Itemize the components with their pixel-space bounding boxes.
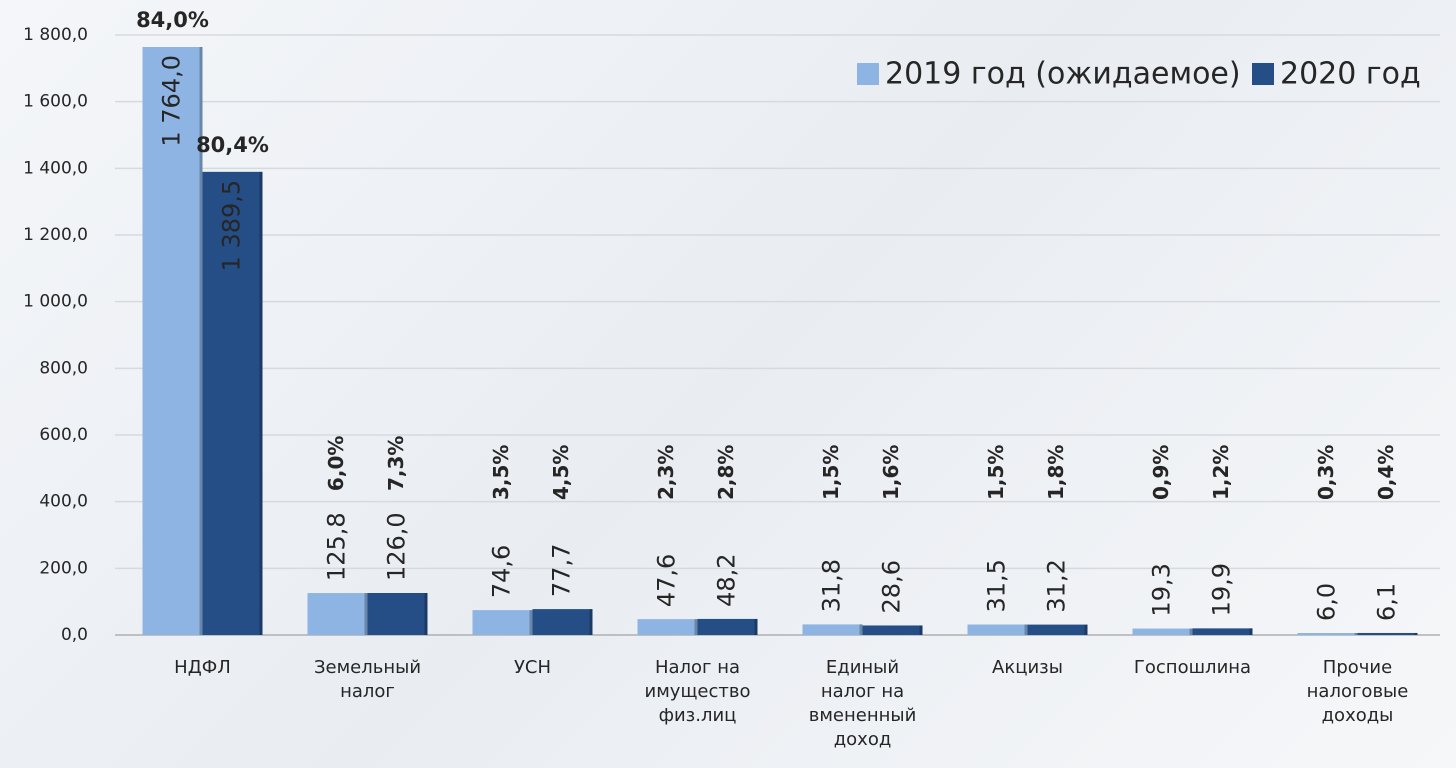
bar	[472, 610, 533, 635]
value-label: 74,6	[488, 545, 516, 598]
value-label: 1 764,0	[158, 55, 186, 147]
x-tick-label: доход	[834, 729, 892, 750]
share-label: 3,5%	[489, 445, 513, 500]
bar-edge	[1084, 624, 1088, 635]
value-label: 126,0	[383, 512, 411, 581]
bar	[367, 593, 428, 635]
value-label: 19,3	[1148, 563, 1176, 616]
bar-edge	[259, 171, 263, 636]
share-label: 1,5%	[819, 445, 843, 500]
bar-edge	[1189, 628, 1193, 635]
value-label: 31,8	[818, 559, 846, 612]
x-tick-label: налог на	[821, 681, 904, 702]
y-tick-label: 800,0	[39, 358, 88, 378]
share-label: 80,4%	[196, 133, 269, 157]
x-tick-label: вмененный	[809, 705, 917, 726]
y-tick-label: 1 200,0	[23, 225, 88, 245]
share-label: 7,3%	[384, 436, 408, 491]
share-label: 6,0%	[324, 436, 348, 491]
y-tick-label: 1 000,0	[23, 292, 88, 312]
bar-edge	[364, 593, 368, 635]
share-label: 1,2%	[1209, 445, 1233, 500]
share-label: 0,4%	[1374, 445, 1398, 500]
bar-edge	[589, 609, 593, 635]
x-tick-label: имущество	[645, 681, 751, 702]
bar-edge	[694, 619, 698, 635]
share-label: 0,9%	[1149, 445, 1173, 500]
value-label: 19,9	[1208, 563, 1236, 616]
bar	[967, 624, 1028, 635]
x-tick-label: налоговые	[1307, 681, 1409, 702]
legend-swatch	[857, 63, 879, 85]
value-label: 1 389,5	[218, 180, 246, 272]
x-tick-label: Госпошлина	[1134, 657, 1251, 678]
bar	[142, 47, 203, 635]
legend-label: 2019 год (ожидаемое)	[885, 57, 1241, 92]
bar-edge	[529, 610, 533, 635]
x-tick-label: налог	[340, 681, 395, 702]
bar	[802, 624, 863, 635]
bar	[307, 593, 368, 635]
bar-edge	[1249, 628, 1253, 635]
x-tick-label: физ.лиц	[659, 705, 737, 726]
bar	[532, 609, 593, 635]
bar-edge	[919, 625, 923, 635]
y-tick-label: 600,0	[39, 425, 88, 445]
value-label: 31,2	[1043, 559, 1071, 612]
share-label: 1,8%	[1044, 445, 1068, 500]
legend-label: 2020 год	[1280, 57, 1421, 92]
bar-edge	[424, 593, 428, 635]
share-label: 0,3%	[1314, 445, 1338, 500]
value-label: 6,0	[1313, 583, 1341, 621]
bar-edge	[754, 618, 758, 635]
y-tick-label: 0,0	[61, 625, 88, 645]
bar-edge	[1414, 632, 1418, 635]
x-tick-label: Налог на	[655, 657, 740, 678]
bar	[1027, 624, 1088, 635]
y-tick-label: 200,0	[39, 558, 88, 578]
share-label: 2,8%	[714, 445, 738, 500]
value-label: 125,8	[323, 512, 351, 581]
bar	[1132, 628, 1193, 635]
x-tick-label: Единый	[826, 657, 899, 678]
y-tick-label: 1 800,0	[23, 25, 88, 45]
bar	[1297, 633, 1358, 635]
share-label: 1,6%	[879, 445, 903, 500]
y-tick-label: 1 600,0	[23, 92, 88, 112]
bar	[1357, 632, 1418, 635]
bar	[697, 618, 758, 635]
share-label: 1,5%	[984, 445, 1008, 500]
x-tick-label: Прочие	[1323, 657, 1392, 678]
bar	[637, 619, 698, 635]
bar	[862, 625, 923, 635]
share-label: 2,3%	[654, 445, 678, 500]
value-label: 6,1	[1373, 583, 1401, 621]
value-label: 28,6	[878, 560, 906, 613]
value-label: 77,7	[548, 544, 576, 597]
value-label: 31,5	[983, 559, 1011, 612]
x-tick-label: Акцизы	[992, 657, 1063, 678]
y-tick-label: 1 400,0	[23, 158, 88, 178]
value-label: 48,2	[713, 553, 741, 606]
bar	[1192, 628, 1253, 635]
value-label: 47,6	[653, 554, 681, 607]
x-tick-label: УСН	[514, 657, 551, 678]
bar	[202, 171, 263, 636]
bar-edge	[199, 47, 203, 635]
x-tick-label: Земельный	[314, 657, 421, 678]
bar-edge	[1024, 624, 1028, 635]
share-label: 4,5%	[549, 445, 573, 500]
legend-swatch	[1252, 63, 1274, 85]
y-tick-label: 400,0	[39, 492, 88, 512]
share-label: 84,0%	[136, 8, 209, 32]
x-tick-label: НДФЛ	[174, 657, 231, 678]
bar-edge	[859, 624, 863, 635]
bar-edge	[1354, 633, 1358, 635]
x-tick-label: доходы	[1322, 705, 1394, 726]
